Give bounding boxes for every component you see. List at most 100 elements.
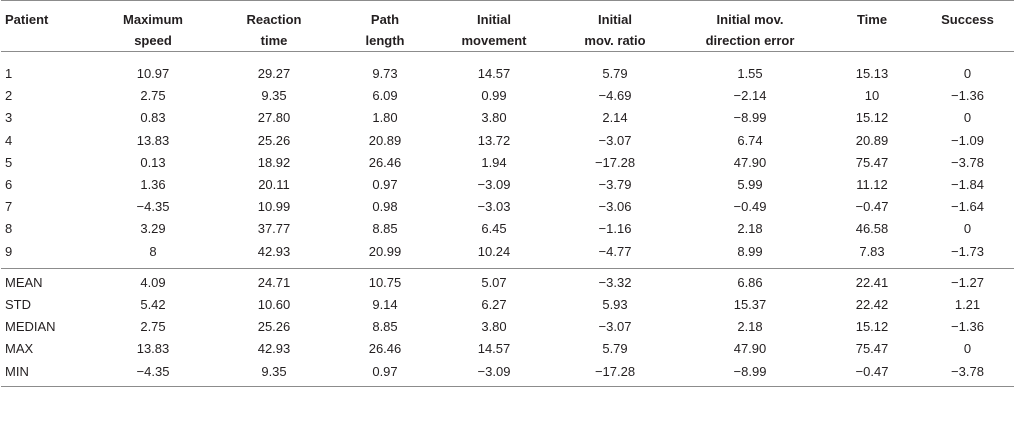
table-cell: −4.77 [598,243,632,259]
column-header: Initial mov. direction error [677,1,823,52]
column-header: Maximum speed [93,1,213,52]
table-cell: 22.41 [855,274,889,290]
patient-row: 7 −4.35 10.99 0.98 −3.03 −3.06 −0.49 −0.47 −1.64 [1,196,1014,218]
patient-row: 1 10.97 29.27 9.73 14.57 5.79 1.55 15.13 0 [1,63,1014,85]
table-cell: 3.80 [481,110,507,126]
results-table: Patient Maximum speed Reaction time Path lengt… [1,0,1014,387]
table-cell: −1.09 [951,132,984,148]
table-cell: 25.26 [257,132,291,148]
table-cell: 26.46 [368,154,402,170]
table-cell: −1.73 [951,243,984,259]
table-cell: 47.90 [733,154,767,170]
table-cell: 10.24 [477,243,511,259]
table-cell: 27.80 [257,110,291,126]
table-cell: −1.16 [598,221,632,237]
table-cell: 20.89 [855,132,889,148]
table-cell: 15.12 [855,110,889,126]
row-label: MEDIAN [5,319,56,335]
patient-row: 3 0.83 27.80 1.80 3.80 2.14 −8.99 15.12 0 [1,107,1014,129]
table-cell: −0.47 [855,363,889,379]
column-header: Initial movement [435,1,553,52]
table-cell: 8.99 [737,243,763,259]
column-header-label: length [365,33,405,48]
table-cell: 0.98 [372,199,398,215]
table-cell: −3.78 [951,154,984,170]
column-header: Time [823,1,921,52]
table-cell: 2.14 [602,110,628,126]
row-label: STD [5,297,31,313]
table-cell: 1.21 [954,297,981,313]
table-cell: −1.27 [951,274,984,290]
table-cell: 20.89 [368,132,402,148]
column-header: Initial mov. ratio [553,1,677,52]
table-cell: 5.79 [602,341,628,357]
table-cell: −3.78 [951,363,984,379]
table-cell: 5.93 [602,297,628,313]
table-cell: 2.75 [140,319,166,335]
table-cell: −3.03 [477,199,511,215]
summary-row: MEDIAN 2.75 25.26 8.85 3.80 −3.07 2.18 15.12 −1.… [1,316,1014,338]
table-cell: 25.26 [257,319,291,335]
table-cell: −3.09 [477,177,511,193]
table-cell: −3.06 [598,199,632,215]
table-cell: 10.99 [257,199,291,215]
table-cell: 2.18 [737,221,763,237]
column-header-label: time [260,33,288,48]
table-cell: 13.83 [136,341,170,357]
row-label: 5 [5,154,13,170]
table-cell: −0.49 [733,199,767,215]
table-cell: 47.90 [733,341,767,357]
table-cell: 8.85 [372,319,398,335]
table-cell: 15.37 [733,297,767,313]
table-cell: 24.71 [257,274,291,290]
patient-row: 8 3.29 37.77 8.85 6.45 −1.16 2.18 46.58 0 [1,218,1014,240]
column-header-label: speed [134,33,172,48]
column-header: Path length [335,1,435,52]
table-cell: 14.57 [477,341,511,357]
table-cell: 0 [963,221,972,237]
patient-rows: 1 10.97 29.27 9.73 14.57 5.79 1.55 15.13 0 2 2.75 9… [1,52,1014,269]
table-cell: 75.47 [855,154,889,170]
table-cell: −1.64 [951,199,984,215]
table-cell: −17.28 [594,154,636,170]
table-cell: −3.07 [598,132,632,148]
table-cell: 42.93 [257,243,291,259]
table-cell: 6.27 [481,297,507,313]
table-cell: 14.57 [477,66,511,81]
table-cell: 0.13 [140,154,166,170]
table-cell: 5.99 [737,177,763,193]
row-label: MAX [5,341,34,357]
table-cell: 9.73 [372,66,398,81]
table-cell: 0.99 [481,88,507,104]
table-cell: −8.99 [733,110,767,126]
table-cell: −8.99 [733,363,767,379]
table-cell: 4.09 [140,274,166,290]
summary-row: MEAN 4.09 24.71 10.75 5.07 −3.32 6.86 22.41 −1.2… [1,268,1014,294]
summary-rows: MEAN 4.09 24.71 10.75 5.07 −3.32 6.86 22.41 −1.2… [1,268,1014,387]
table-cell: 0.97 [372,363,398,379]
column-header-label: Maximum [123,12,183,27]
table-cell: 13.72 [477,132,511,148]
table-cell: 9.35 [261,88,287,104]
table-cell: −3.79 [598,177,632,193]
patient-row: 6 1.36 20.11 0.97 −3.09 −3.79 5.99 11.12 −1.84 [1,174,1014,196]
row-label: 7 [5,199,13,215]
table-cell: 0 [963,341,972,357]
row-label: 6 [5,177,13,193]
column-header-label: movement [461,33,527,48]
column-header: Success [921,1,1014,52]
table-cell: 2.75 [140,88,166,104]
table-cell: −3.09 [477,363,511,379]
column-header-label: Success [941,12,994,27]
row-label: 4 [5,132,13,148]
column-header: Patient [1,1,93,52]
table-cell: 11.12 [856,177,888,193]
table-cell: 5.42 [140,297,166,313]
table-cell: −3.32 [598,274,632,290]
table-header: Patient Maximum speed Reaction time Path lengt… [1,0,1014,52]
table-cell: −2.14 [733,88,767,104]
table-cell: 3.29 [140,221,166,237]
row-label: MIN [5,363,29,379]
summary-row: MAX 13.83 42.93 26.46 14.57 5.79 47.90 75.47 0 [1,338,1014,360]
table-cell: 2.18 [737,319,763,335]
